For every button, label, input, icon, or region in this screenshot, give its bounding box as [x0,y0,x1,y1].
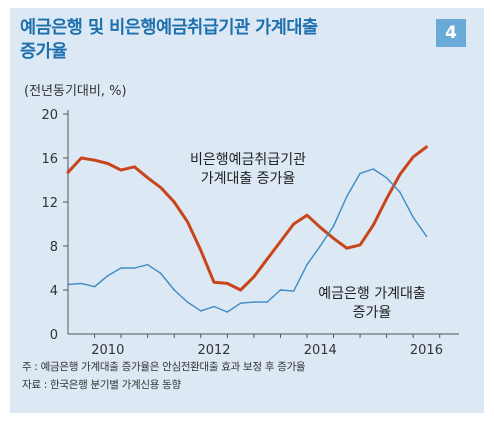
series-point-2 [359,172,361,175]
y-tick-label: 0 [50,328,58,343]
series-point-1 [292,223,295,225]
series-label-2: 예금은행 가계대출 [318,286,426,302]
series-point-1 [332,237,335,240]
series-point-1 [346,247,348,249]
series-point-1 [266,258,268,260]
figure-title-line1: 예금은행 및 비은행예금취급기관 가계대출 [20,18,318,38]
series-point-1 [186,221,189,223]
figure-panel [10,8,484,413]
series-point-2 [385,177,388,179]
series-point-2 [80,282,83,285]
series-point-2 [319,245,322,247]
series-point-2 [412,216,415,219]
series-point-2 [292,290,295,292]
series-point-2 [133,267,136,269]
series-point-1 [372,224,375,226]
series-point-2 [146,263,149,266]
series-point-2 [372,168,375,170]
series-point-2 [279,289,282,291]
series-point-1 [253,276,255,278]
series-point-2 [266,301,268,303]
series-point-2 [67,283,69,286]
x-tick-label: 2010 [91,343,124,358]
series-point-1 [160,186,162,189]
series-point-2 [93,285,96,288]
line-chart: (전년동기대비, %) 0 4 8 12 16 20 2010 2012 2014 2016 비은행예… [24,84,459,358]
series-label-1: 가계대출 증가율 [201,171,296,187]
series-point-1 [425,146,428,148]
y-tick-label: 12 [41,196,58,211]
series-point-1 [319,226,322,229]
series-line-1 [66,145,428,292]
series-point-2 [186,301,189,303]
series-point-1 [120,169,122,171]
series-label-2: 증가율 [353,305,392,321]
series-point-2 [253,301,255,303]
series-point-1 [107,162,109,165]
series-point-2 [213,305,215,308]
series-point-2 [120,267,122,269]
series-point-1 [173,201,175,203]
x-tick-label: 2014 [304,343,337,358]
x-tick-label: 2012 [197,343,230,358]
series-point-1 [306,214,308,216]
series-point-2 [200,310,202,312]
y-tick-label: 8 [50,240,58,255]
series-point-1 [146,177,149,179]
series-point-1 [279,240,282,243]
series-point-1 [399,173,401,176]
series-point-2 [226,311,229,313]
series-point-2 [346,195,348,198]
footnote-source: 자료 : 한국은행 분기별 가계신용 동향 [22,379,181,391]
series-point-2 [425,235,428,237]
series-point-1 [67,171,69,174]
y-tick-label: 20 [41,108,58,123]
series-point-1 [200,249,202,252]
series-point-2 [107,274,109,277]
series-point-1 [93,159,96,161]
series-point-2 [332,225,335,227]
series-point-2 [239,302,242,304]
series-point-1 [359,244,361,246]
series-point-1 [80,157,83,159]
series-point-1 [412,156,415,158]
series-line-2 [67,168,428,313]
y-tick-label: 16 [41,152,58,167]
y-axis-label: (전년동기대비, %) [24,84,127,99]
series-point-1 [133,166,136,168]
series-point-1 [239,289,242,291]
footnote-note: 주 : 예금은행 가계대출 증가율은 안심전환대출 효과 보정 후 증가율 [22,361,306,373]
series-point-2 [399,191,401,193]
series-point-1 [213,281,215,284]
x-tick-label: 2016 [410,343,443,358]
y-tick-label: 4 [50,284,58,299]
series-point-1 [226,282,229,285]
series-point-2 [306,263,308,266]
figure-title: 예금은행 및 비은행예금취급기관 가계대출 증가율 [20,16,420,64]
figure-title-line2: 증가율 [20,42,67,62]
series-label-1: 비은행예금취급기관 [190,152,306,168]
figure-number-badge: 4 [436,19,466,47]
series-point-2 [160,272,162,275]
series-point-1 [385,197,388,200]
series-point-2 [173,289,175,291]
